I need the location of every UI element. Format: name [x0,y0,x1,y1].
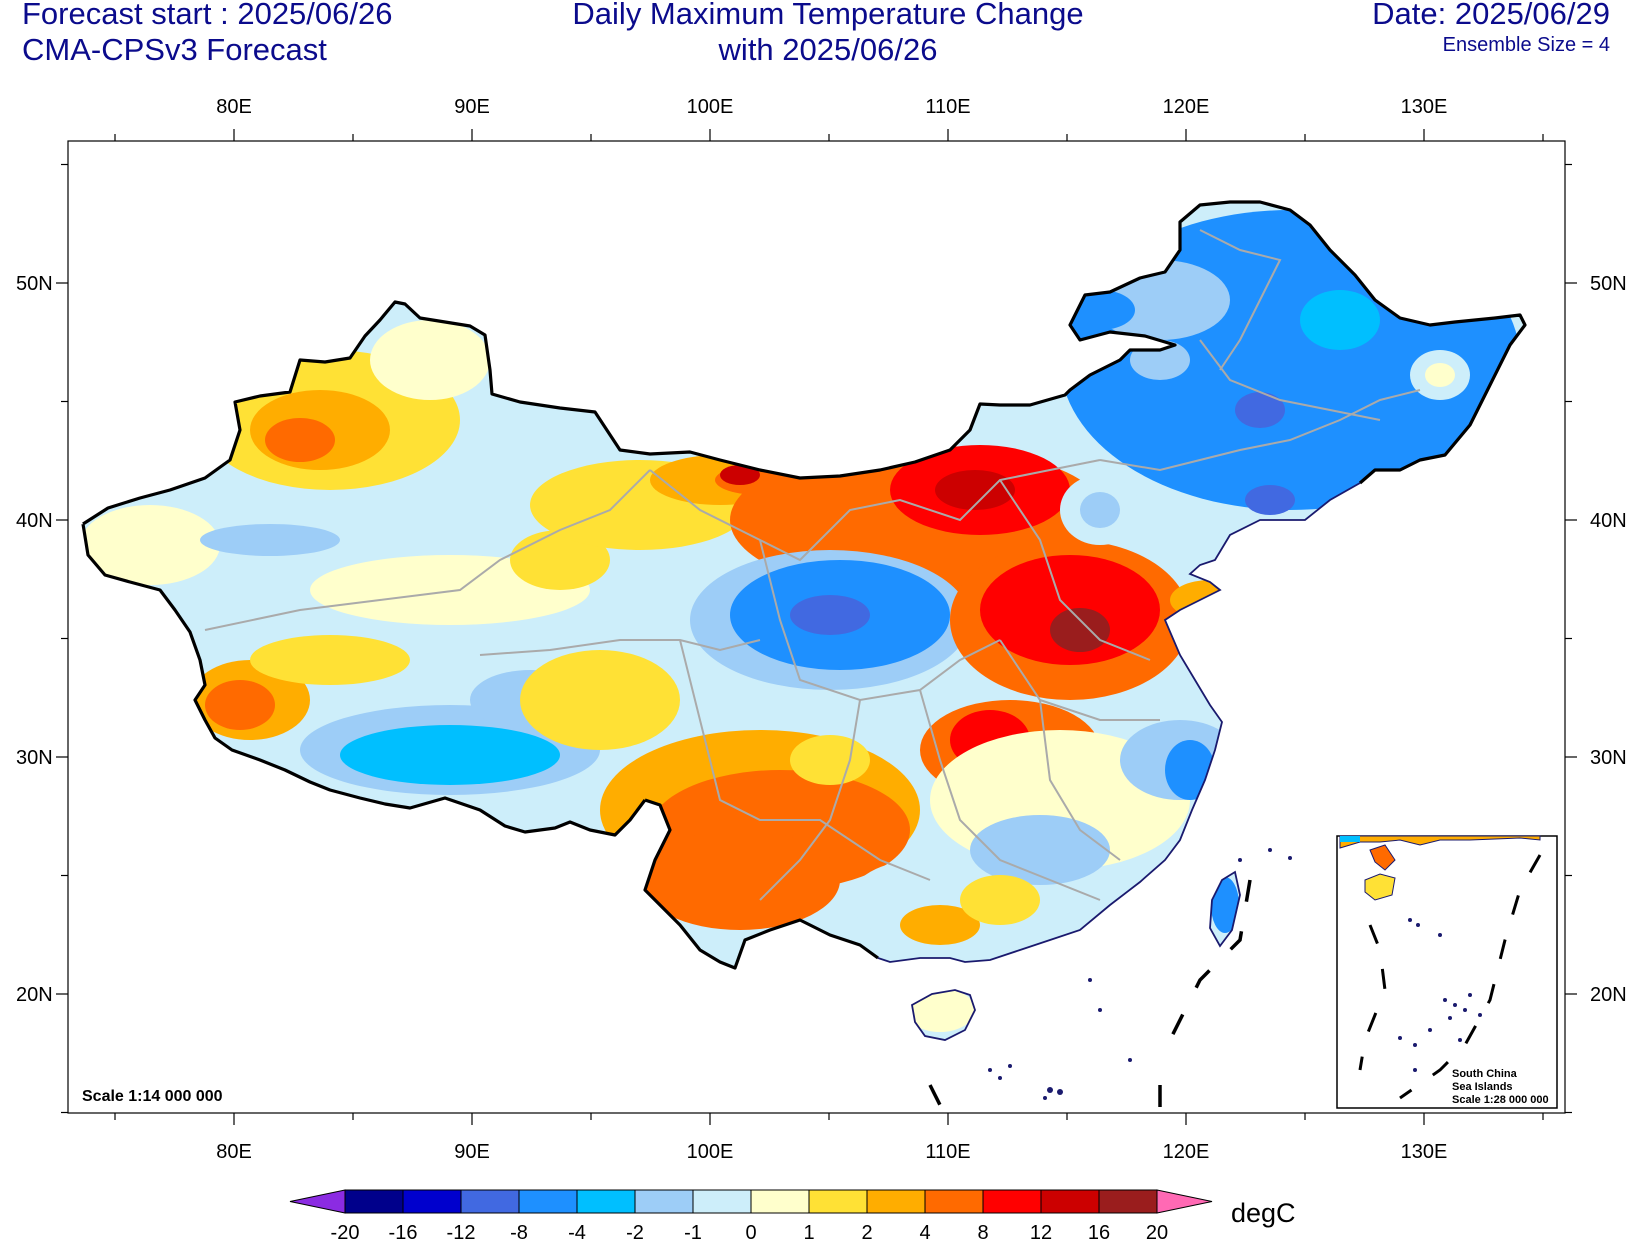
colorbar-swatch [576,1189,636,1214]
colorbar-tick-label: -16 [389,1222,418,1241]
colorbar-tick-label: 0 [745,1222,756,1241]
lon-label-top-110e: 110E [925,96,970,118]
south-china-sea-inset: South China Sea Islands Scale 1:28 000 0… [1336,835,1558,1109]
lon-label-bottom-100e: 100E [687,1141,734,1163]
colorbar-swatch [344,1189,404,1214]
colorbar-swatch [982,1189,1042,1214]
inset-label-1: South China [1452,1068,1518,1080]
colorbar-tick-label: -4 [568,1222,586,1241]
colorbar-tick-label: -2 [626,1222,644,1241]
colorbar-tick-label: 20 [1146,1222,1168,1241]
latitude-ticks [56,163,1577,1114]
colorbar-swatch [460,1189,520,1214]
maritime-boundary [928,879,1252,1113]
colorbar-swatch [750,1189,810,1214]
colorbar-unit: degC [1231,1198,1296,1228]
valid-date-label: Date: 2025/06/29 [1372,0,1610,31]
colorbar-min-arrow [289,1189,346,1214]
lon-label-top-130e: 130E [1401,96,1448,118]
coastline [877,482,1361,963]
lon-label-top-100e: 100E [687,96,734,118]
lat-label-right-30n: 30N [1590,747,1627,769]
lon-label-bottom-130e: 130E [1401,1141,1448,1163]
lat-label-right-50n: 50N [1590,273,1627,295]
colorbar-tick-label: 4 [919,1222,930,1241]
province-borders [204,229,1421,901]
lat-label-right-40n: 40N [1590,510,1627,532]
colorbar-tick-label: 1 [803,1222,814,1241]
lon-label-top-90e: 90E [454,96,490,118]
colorbar [289,1189,1213,1214]
colorbar-tick-label: -1 [684,1222,702,1241]
inset-label-3: Scale 1:28 000 000 [1452,1094,1549,1106]
colorbar-swatch [866,1189,926,1214]
lat-label-left-50n: 50N [16,273,53,295]
lat-label-left-20n: 20N [16,984,53,1006]
colorbar-swatch [518,1189,578,1214]
colorbar-tick-label: -8 [510,1222,528,1241]
colorbar-swatch [924,1189,984,1214]
lon-label-bottom-120e: 120E [1163,1141,1210,1163]
colorbar-swatch [692,1189,752,1214]
colorbar-swatch [402,1189,462,1214]
colorbar-tick-label: -20 [331,1222,360,1241]
colorbar-swatch [808,1189,868,1214]
ensemble-size-label: Ensemble Size = 4 [1442,34,1610,56]
colorbar-tick-label: 2 [861,1222,872,1241]
colorbar-tick-label: -12 [447,1222,476,1241]
map-subtitle: with 2025/06/26 [718,32,938,67]
colorbar-tick-label: 12 [1030,1222,1052,1241]
hainan-island [911,989,976,1041]
colorbar-max-arrow [1156,1189,1213,1214]
colorbar-tick-labels: -20 -16 -12 -8 -4 -2 -1 0 1 2 4 8 12 16 20 [331,1222,1169,1241]
small-islands [988,848,1292,1100]
lat-label-left-40n: 40N [16,510,53,532]
lon-label-bottom-110e: 110E [925,1141,970,1163]
colorbar-swatch [634,1189,694,1214]
lon-label-bottom-90e: 90E [454,1141,490,1163]
forecast-start-label: Forecast start : 2025/06/26 [22,0,393,31]
inset-label-2: Sea Islands [1452,1081,1513,1093]
lon-label-top-80e: 80E [216,96,252,118]
lat-label-right-20n: 20N [1590,984,1627,1006]
colorbar-swatch [1098,1189,1158,1214]
colorbar-tick-label: 8 [977,1222,988,1241]
colorbar-tick-label: 16 [1088,1222,1110,1241]
map-scale-label: Scale 1:14 000 000 [82,1088,223,1105]
map-title: Daily Maximum Temperature Change [572,0,1084,31]
lat-label-left-30n: 30N [16,747,53,769]
model-label: CMA-CPSv3 Forecast [22,32,327,67]
lon-label-top-120e: 120E [1163,96,1210,118]
lon-label-bottom-80e: 80E [216,1141,252,1163]
taiwan-island [1209,870,1241,948]
longitude-ticks [114,129,1544,1125]
colorbar-swatch [1040,1189,1100,1214]
china-border [81,200,1527,970]
